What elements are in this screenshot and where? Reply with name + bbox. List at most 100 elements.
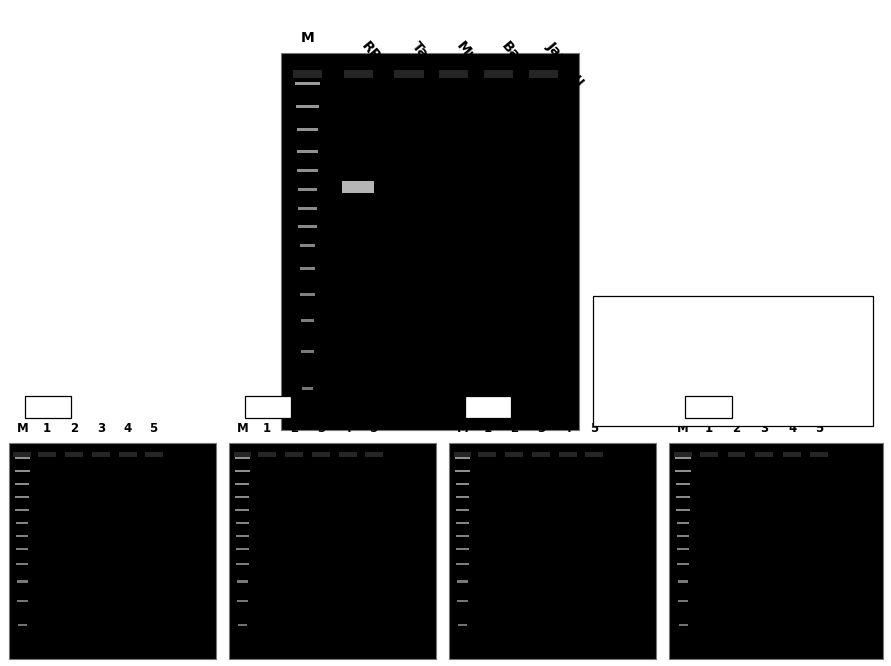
Bar (439, 71, 469, 78)
Bar (299, 293, 315, 296)
Bar (299, 267, 315, 270)
Bar (810, 452, 828, 457)
Text: RRS: RRS (358, 39, 389, 72)
Bar (236, 547, 249, 550)
Bar (584, 452, 602, 457)
Bar (16, 563, 29, 565)
Bar (449, 443, 656, 659)
Bar (298, 150, 318, 153)
Bar (454, 457, 470, 460)
Bar (593, 296, 873, 426)
Bar (676, 509, 691, 511)
Text: 4: 4 (564, 422, 572, 435)
Bar (395, 71, 424, 78)
Bar (699, 452, 717, 457)
Bar (364, 452, 382, 457)
Bar (685, 396, 732, 418)
Bar (455, 496, 470, 498)
Text: 1: 1 (263, 422, 271, 435)
Bar (465, 396, 511, 418)
Bar (679, 623, 688, 626)
Bar (677, 563, 690, 565)
Bar (25, 396, 71, 418)
Bar (677, 535, 690, 537)
Bar (119, 452, 136, 457)
Bar (312, 452, 330, 457)
Bar (236, 535, 249, 537)
Bar (456, 535, 469, 537)
Bar (229, 443, 436, 659)
Bar (298, 128, 318, 131)
Text: Baekwun: Baekwun (499, 39, 555, 103)
Bar (455, 509, 470, 511)
Bar (669, 443, 883, 659)
Text: 5: 5 (814, 422, 823, 435)
Bar (505, 452, 523, 457)
Bar (484, 71, 513, 78)
Bar (144, 452, 162, 457)
Bar (342, 181, 374, 192)
Bar (677, 547, 690, 550)
Text: M: M (236, 422, 249, 435)
Text: 5: 5 (370, 422, 378, 435)
Bar (678, 599, 689, 602)
Text: 2: Taekwangkong: 2: Taekwangkong (601, 345, 717, 355)
Bar (16, 547, 29, 550)
Text: 4: 4 (124, 422, 132, 435)
Bar (245, 396, 291, 418)
Bar (238, 623, 247, 626)
Bar (234, 457, 250, 460)
Bar (15, 496, 29, 498)
Bar (299, 244, 315, 247)
Bar (675, 457, 691, 460)
Text: 3: Muhankong: 3: Muhankong (601, 364, 697, 374)
Bar (454, 470, 470, 472)
Bar (456, 521, 469, 524)
Bar (456, 563, 469, 565)
Text: 4: Baekwoonkong: 4: Baekwoonkong (601, 383, 720, 393)
Text: Oct: Oct (694, 400, 723, 414)
Text: Jangsu: Jangsu (544, 39, 588, 88)
Text: 5: 5 (590, 422, 598, 435)
Text: M: M (677, 422, 689, 435)
Bar (235, 509, 249, 511)
Bar (339, 452, 356, 457)
Bar (532, 452, 550, 457)
Bar (16, 535, 29, 537)
Bar (783, 452, 801, 457)
Text: 2: 2 (70, 422, 78, 435)
Text: 3: 3 (97, 422, 105, 435)
Text: 1: 1 (483, 422, 491, 435)
Bar (9, 443, 216, 659)
Bar (344, 71, 373, 78)
Text: M: M (300, 31, 315, 45)
Bar (455, 483, 470, 486)
Bar (92, 452, 110, 457)
Bar (728, 452, 746, 457)
Bar (676, 483, 691, 486)
Bar (295, 83, 320, 85)
Bar (298, 169, 318, 172)
Bar (528, 71, 558, 78)
Bar (15, 483, 29, 486)
Bar (675, 470, 691, 472)
Bar (457, 580, 468, 583)
Bar (677, 521, 690, 524)
Text: 5: 5 (150, 422, 158, 435)
Bar (258, 452, 276, 457)
Bar (234, 470, 250, 472)
Bar (13, 452, 31, 457)
Text: 1: Round-up Ready Soybean: 1: Round-up Ready Soybean (601, 326, 787, 336)
Bar (756, 452, 773, 457)
Bar (236, 563, 249, 565)
Text: Jun: Jun (35, 400, 61, 414)
Bar (14, 470, 30, 472)
Bar (285, 452, 303, 457)
Bar (38, 452, 56, 457)
Text: Taekwang: Taekwang (409, 39, 470, 108)
Bar (235, 483, 249, 486)
Text: M: M (456, 422, 469, 435)
Text: 3: 3 (537, 422, 545, 435)
Text: Sep: Sep (473, 400, 503, 414)
Bar (301, 350, 315, 352)
